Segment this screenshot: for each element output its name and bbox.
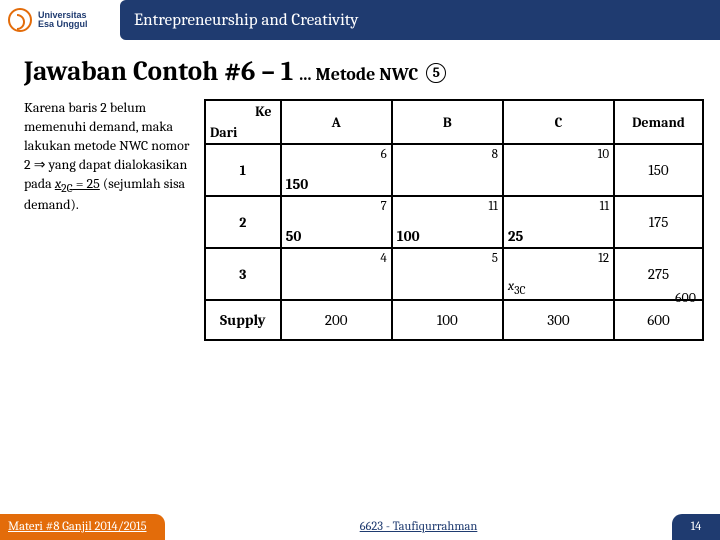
header-title: Entrepreneurship and Creativity <box>120 0 720 40</box>
row-2: 2 <box>205 196 281 248</box>
col-a: A <box>281 100 392 144</box>
row-1: 1 <box>205 144 281 196</box>
col-demand: Demand <box>614 100 703 144</box>
page-title: Jawaban Contoh #6 – 1 ... Metode NWC 5 <box>0 40 720 89</box>
page-number: 14 <box>672 514 720 540</box>
row-supply: Supply <box>205 300 281 340</box>
footer-left: Materi #8 Ganjil 2014/2015 <box>0 514 165 540</box>
step-number: 5 <box>426 63 446 83</box>
logo-icon <box>8 8 32 32</box>
row-3: 3 <box>205 248 281 300</box>
footer-mid: 6623 - Taufiqurrahman <box>165 520 672 534</box>
col-b: B <box>392 100 503 144</box>
col-c: C <box>503 100 614 144</box>
logo: Universitas Esa Unggul <box>0 0 120 40</box>
transportation-table: Ke Dari A B C Demand 1 6150 8 10 150 2 7… <box>204 99 704 341</box>
explanation-text: Karena baris 2 belum memenuhi demand, ma… <box>24 99 194 341</box>
logo-text: Universitas Esa Unggul <box>38 11 88 29</box>
footer: Materi #8 Ganjil 2014/2015 6623 - Taufiq… <box>0 514 720 540</box>
